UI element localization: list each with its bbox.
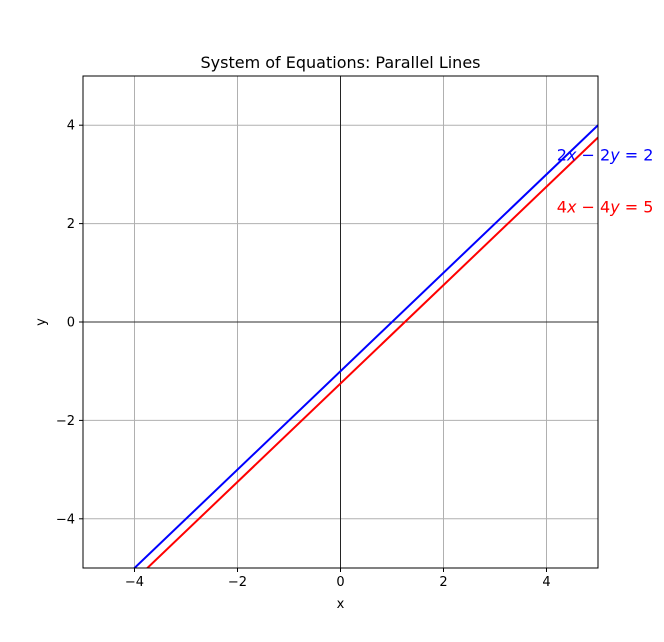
y-axis-label: y bbox=[34, 318, 49, 326]
y-tick-label: 2 bbox=[67, 217, 75, 232]
x-tick-label: 4 bbox=[542, 575, 550, 590]
axis-ticks: −4 −2 0 2 4 −4 −2 0 2 4 bbox=[56, 119, 551, 590]
series-lines bbox=[133, 124, 598, 568]
equation-label-2: 4x − 4y = 5 bbox=[557, 197, 654, 216]
series-line-2 bbox=[145, 136, 598, 568]
x-axis-label: x bbox=[337, 597, 345, 612]
chart-title: System of Equations: Parallel Lines bbox=[201, 53, 481, 72]
y-tick-label: −4 bbox=[56, 512, 75, 527]
x-tick-label: 2 bbox=[439, 575, 447, 590]
y-tick-label: −2 bbox=[56, 414, 75, 429]
x-tick-label: −4 bbox=[125, 575, 144, 590]
equation-label-1: 2x − 2y = 2 bbox=[557, 146, 654, 165]
x-tick-label: 0 bbox=[336, 575, 344, 590]
x-tick-label: −2 bbox=[228, 575, 247, 590]
origin-axis-lines bbox=[83, 76, 598, 568]
y-tick-label: 4 bbox=[67, 119, 75, 134]
series-line-1 bbox=[133, 124, 598, 568]
y-tick-label: 0 bbox=[67, 316, 75, 331]
equation-labels: 2x − 2y = 2 4x − 4y = 5 bbox=[557, 146, 654, 217]
